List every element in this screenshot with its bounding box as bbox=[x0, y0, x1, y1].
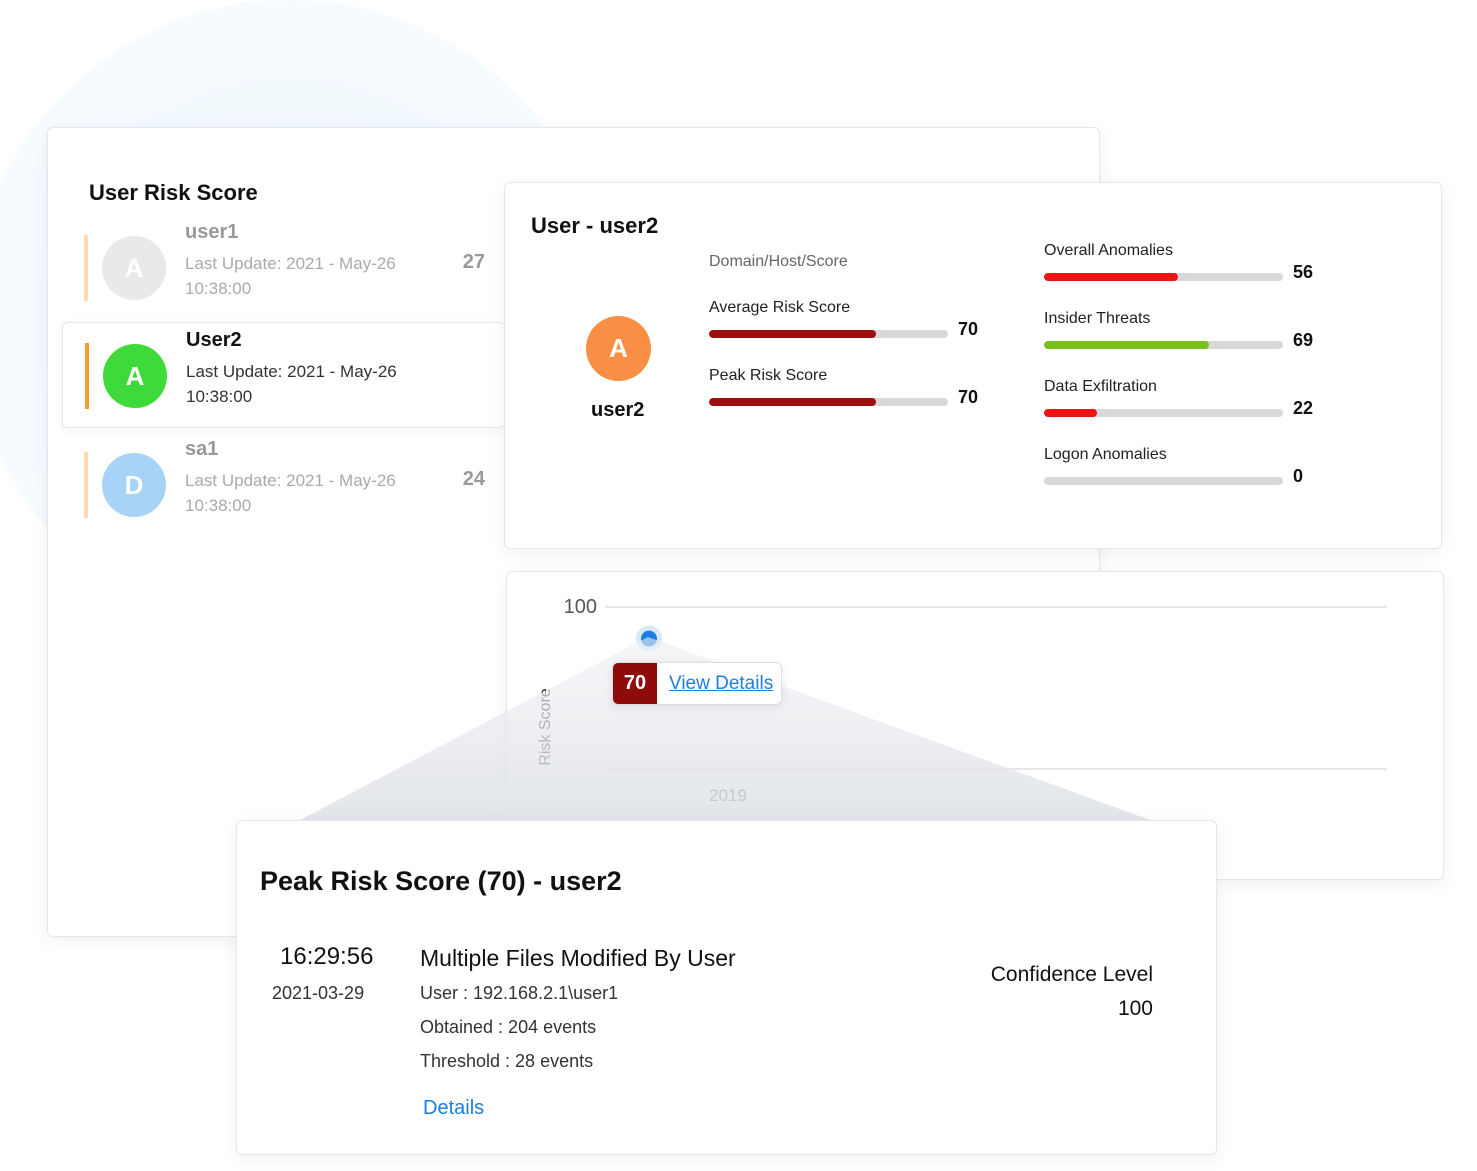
data-point bbox=[641, 630, 657, 647]
user-name: sa1 bbox=[185, 438, 219, 460]
risk-indicator-bar bbox=[84, 452, 88, 518]
user-list-item[interactable]: A user1 Last Update: 2021 - May-26 10:38… bbox=[62, 215, 505, 321]
y-axis-label: Risk Score bbox=[537, 688, 554, 765]
metric-bar-fill bbox=[1044, 273, 1178, 281]
event-user: User : 192.168.2.1\user1 bbox=[420, 983, 619, 1003]
peak-risk-popup: Peak Risk Score (70) - user2 16:29:56 20… bbox=[236, 820, 1217, 1155]
popup-title: Peak Risk Score (70) - user2 bbox=[260, 866, 622, 896]
avatar: A bbox=[103, 344, 167, 408]
metric-bar-fill bbox=[709, 330, 877, 338]
metric-value: 69 bbox=[1293, 330, 1314, 350]
user-score: 24 bbox=[462, 468, 485, 490]
user-score: 27 bbox=[462, 251, 485, 273]
metric-bar-fill bbox=[1044, 341, 1209, 349]
user-list-item[interactable]: D sa1 Last Update: 2021 - May-26 10:38:0… bbox=[62, 432, 505, 538]
metric-bar-fill bbox=[1044, 409, 1097, 417]
last-update: Last Update: 2021 - May-26 10:38:00 bbox=[185, 471, 396, 515]
user-list-item[interactable]: A User2 Last Update: 2021 - May-26 10:38… bbox=[62, 322, 505, 428]
metric-bar bbox=[709, 398, 948, 406]
view-details-link[interactable]: View Details bbox=[669, 672, 774, 694]
metric-bar-fill bbox=[709, 398, 877, 406]
user-detail-card: User - user2 A user2 Domain/Host/Score A… bbox=[504, 182, 1442, 549]
metric-label: Insider Threats bbox=[1044, 310, 1151, 327]
risk-indicator-bar bbox=[85, 343, 89, 409]
event-time: 16:29:56 bbox=[280, 943, 374, 970]
metric-bar bbox=[1044, 273, 1283, 281]
confidence-label: Confidence Level bbox=[990, 963, 1153, 986]
avatar: A bbox=[586, 316, 651, 381]
username: user2 bbox=[591, 399, 645, 421]
tooltip-value: 70 bbox=[613, 663, 657, 704]
details-link[interactable]: Details bbox=[423, 1097, 485, 1119]
metric-bar bbox=[1044, 409, 1283, 417]
event-threshold: Threshold : 28 events bbox=[420, 1051, 594, 1071]
metric-label: Data Exfiltration bbox=[1044, 378, 1157, 395]
avatar: D bbox=[102, 453, 166, 517]
y-tick-label: 100 bbox=[564, 596, 597, 618]
metric-bar bbox=[709, 330, 948, 338]
user-name: user1 bbox=[185, 221, 239, 243]
subtitle: Domain/Host/Score bbox=[709, 253, 848, 270]
metric-value: 70 bbox=[958, 319, 979, 339]
risk-indicator-bar bbox=[84, 235, 88, 301]
metric-value: 22 bbox=[1293, 398, 1314, 418]
metric-value: 0 bbox=[1293, 466, 1304, 486]
detail-title: User - user2 bbox=[531, 213, 659, 238]
avatar: A bbox=[102, 236, 166, 300]
panel-title: User Risk Score bbox=[89, 180, 258, 205]
metric-label: Peak Risk Score bbox=[709, 367, 828, 384]
confidence-value: 100 bbox=[1117, 997, 1153, 1020]
metric-value: 70 bbox=[958, 387, 979, 407]
event-obtained: Obtained : 204 events bbox=[420, 1017, 597, 1037]
metric-value: 56 bbox=[1293, 262, 1314, 282]
user-name: User2 bbox=[186, 329, 242, 351]
metric-bar bbox=[1044, 341, 1283, 349]
data-tooltip: 70 View Details bbox=[612, 662, 782, 705]
last-update: Last Update: 2021 - May-26 10:38:00 bbox=[186, 362, 397, 406]
event-date: 2021-03-29 bbox=[272, 983, 365, 1003]
last-update: Last Update: 2021 - May-26 10:38:00 bbox=[185, 254, 396, 298]
metric-bar bbox=[1044, 477, 1283, 485]
metric-label: Overall Anomalies bbox=[1044, 242, 1173, 259]
metric-label: Logon Anomalies bbox=[1044, 446, 1167, 463]
metric-label: Average Risk Score bbox=[709, 299, 851, 316]
event-name: Multiple Files Modified By User bbox=[420, 945, 736, 971]
x-tick-label: 2019 bbox=[709, 786, 747, 805]
